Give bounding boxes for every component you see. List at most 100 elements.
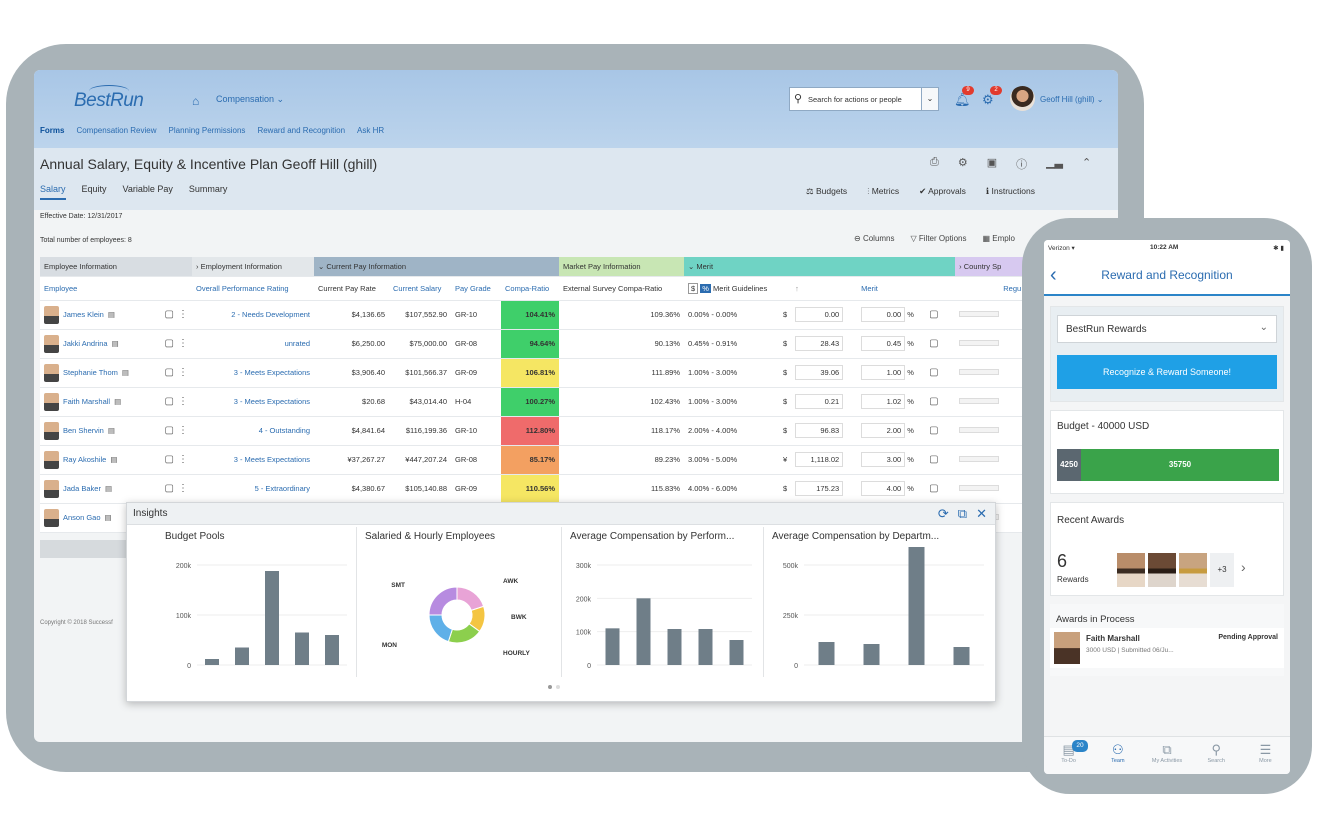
comment-icon[interactable]: ▢	[929, 483, 939, 494]
back-icon[interactable]: ‹	[1050, 264, 1057, 286]
refresh-icon[interactable]: ⟳	[937, 506, 949, 521]
notifications-icon[interactable]: 🔔︎	[954, 92, 971, 107]
employee-cell[interactable]: Faith Marshall ▤ ▢ ⋮	[44, 392, 188, 411]
tab-salary[interactable]: Salary	[40, 184, 66, 200]
employee-name[interactable]: Jada Baker	[63, 484, 101, 493]
collapse-icon[interactable]: ⌃	[1082, 157, 1092, 169]
col-current-salary[interactable]: Current Salary	[389, 276, 451, 301]
process-item[interactable]: Faith Marshall 3000 USD | Submitted 06/J…	[1050, 628, 1284, 668]
performance-rating[interactable]: 3 - Meets Expectations	[192, 445, 314, 475]
comment-icon[interactable]: ▢	[929, 425, 939, 436]
more-icon[interactable]: ⋮	[178, 454, 188, 465]
performance-rating[interactable]: 4 - Outstanding	[192, 416, 314, 446]
pager-dot-active[interactable]	[548, 685, 552, 689]
employee-name[interactable]: Ray Akoshile	[63, 455, 107, 464]
tab-summary[interactable]: Summary	[188, 184, 228, 194]
employee-cell[interactable]: Jakki Andrina ▤ ▢ ⋮	[44, 334, 188, 353]
merit-percent-input[interactable]: 2.00	[861, 423, 906, 438]
employee-name[interactable]: Ben Shervin	[63, 426, 104, 435]
subnav-reward-recognition[interactable]: Reward and Recognition	[257, 126, 346, 135]
export-icon[interactable]: ▣	[986, 157, 998, 169]
budgets-button[interactable]: ⚖ Budgets	[806, 186, 847, 197]
col-current-pay-rate[interactable]: Current Pay Rate	[314, 276, 389, 301]
group-merit[interactable]: ⌄ Merit	[684, 257, 956, 277]
employee-cell[interactable]: Jada Baker ▤ ▢ ⋮	[44, 479, 188, 498]
regular-input[interactable]	[959, 398, 1000, 404]
tab-search[interactable]: ⚲ Search	[1192, 737, 1241, 774]
merit-amount-input[interactable]: 175.23	[795, 481, 844, 496]
user-menu[interactable]: Geoff Hill (ghill) ⌄	[1040, 95, 1104, 104]
tab-todo[interactable]: ▤ To-Do	[1044, 737, 1093, 774]
comment-icon[interactable]: ▢	[164, 338, 174, 349]
regular-input[interactable]	[959, 340, 1000, 346]
more-icon[interactable]: ⋮	[178, 483, 188, 494]
tab-equity[interactable]: Equity	[81, 184, 107, 194]
program-select[interactable]: BestRun Rewards ⌄	[1057, 315, 1277, 343]
merit-amount-input[interactable]: 1,118.02	[795, 452, 844, 467]
columns-button[interactable]: ⊖ Columns	[854, 234, 895, 243]
col-pay-grade[interactable]: Pay Grade	[451, 276, 501, 301]
regular-input[interactable]	[959, 485, 1000, 491]
merit-amount-input[interactable]: 0.00	[795, 307, 844, 322]
group-employment-info[interactable]: › Employment Information	[192, 257, 314, 277]
comment-icon[interactable]: ▢	[164, 483, 174, 494]
home-icon[interactable]: ⌂	[192, 94, 200, 108]
comment-icon[interactable]: ▢	[164, 425, 174, 436]
merit-percent-input[interactable]: 1.00	[861, 365, 906, 380]
employee-name[interactable]: Faith Marshall	[63, 397, 111, 406]
tab-team[interactable]: ⚇ Team	[1093, 737, 1142, 774]
employee-view-button[interactable]: ▦ Emplo	[982, 234, 1014, 243]
subnav-planning-permissions[interactable]: Planning Permissions	[168, 126, 246, 135]
pager-dots[interactable]	[548, 685, 560, 689]
performance-rating[interactable]: 3 - Meets Expectations	[192, 358, 314, 388]
metrics-button[interactable]: ⫶ Metrics	[867, 186, 899, 197]
percent-toggle[interactable]: %	[700, 283, 711, 293]
col-merit-guidelines[interactable]: $ % Merit Guidelines	[684, 276, 779, 301]
chart-budget-pools[interactable]: Budget Pools 200k 100k 0	[127, 527, 357, 677]
col-merit[interactable]: Merit	[857, 276, 926, 301]
search-input[interactable]: ⚲ Search for actions or people ⌄	[789, 87, 939, 111]
col-performance[interactable]: Overall Performance Rating	[192, 276, 314, 301]
comment-icon[interactable]: ▢	[164, 367, 174, 378]
regular-input[interactable]	[959, 427, 1000, 433]
group-market-pay[interactable]: Market Pay Information	[559, 257, 684, 277]
print-icon[interactable]: ⎙	[930, 156, 939, 168]
table-row[interactable]: Ben Shervin ▤ ▢ ⋮ 4 - Outstanding $4,841.64 $1…	[40, 416, 1026, 446]
col-regular[interactable]: Regu	[955, 276, 1026, 301]
approvals-button[interactable]: ✔ Approvals	[919, 186, 966, 197]
instructions-button[interactable]: ℹ Instructions	[986, 186, 1035, 197]
tab-variable-pay[interactable]: Variable Pay	[122, 184, 173, 194]
currency-toggle[interactable]: $	[688, 282, 699, 294]
more-icon[interactable]: ⋮	[178, 367, 188, 378]
close-icon[interactable]: ✕	[976, 506, 987, 521]
comment-icon[interactable]: ▢	[164, 396, 174, 407]
merit-amount-input[interactable]: 28.43	[795, 336, 844, 351]
subnav-forms[interactable]: Forms	[40, 126, 65, 135]
regular-input[interactable]	[959, 311, 1000, 317]
regular-input[interactable]	[959, 456, 1000, 462]
table-row[interactable]: James Klein ▤ ▢ ⋮ 2 - Needs Development $4,13…	[40, 300, 1026, 330]
merit-amount-input[interactable]: 0.21	[795, 394, 844, 409]
col-employee[interactable]: Employee	[40, 276, 192, 301]
table-row[interactable]: Faith Marshall ▤ ▢ ⋮ 3 - Meets Expectations $…	[40, 387, 1026, 417]
tab-activities[interactable]: ⧉ My Activities	[1142, 737, 1191, 774]
merit-amount-input[interactable]: 39.06	[795, 365, 844, 380]
chart-icon[interactable]: ▁▃	[1046, 157, 1064, 169]
merit-percent-input[interactable]: 3.00	[861, 452, 906, 467]
employee-name[interactable]: Anson Gao	[63, 513, 101, 522]
chart-salaried-hourly[interactable]: Salaried & Hourly Employees SMT AWK BWK HOU…	[357, 527, 562, 677]
logo[interactable]: BestRun	[74, 90, 144, 111]
employee-cell[interactable]: Ben Shervin ▤ ▢ ⋮	[44, 421, 188, 440]
col-compa-ratio[interactable]: Compa-Ratio	[501, 276, 559, 301]
group-current-pay[interactable]: ⌄ Current Pay Information	[314, 257, 559, 277]
avatar[interactable]	[1010, 86, 1035, 111]
employee-name[interactable]: Jakki Andrina	[63, 339, 108, 348]
subnav-ask-hr[interactable]: Ask HR	[357, 126, 385, 135]
comment-icon[interactable]: ▢	[929, 309, 939, 320]
more-icon[interactable]: ⋮	[178, 425, 188, 436]
employee-cell[interactable]: James Klein ▤ ▢ ⋮	[44, 305, 188, 324]
comment-icon[interactable]: ▢	[164, 454, 174, 465]
table-row[interactable]: Jakki Andrina ▤ ▢ ⋮ unrated $6,250.00 $75,000.…	[40, 329, 1026, 359]
performance-rating[interactable]: 3 - Meets Expectations	[192, 387, 314, 417]
comment-icon[interactable]: ▢	[164, 309, 174, 320]
